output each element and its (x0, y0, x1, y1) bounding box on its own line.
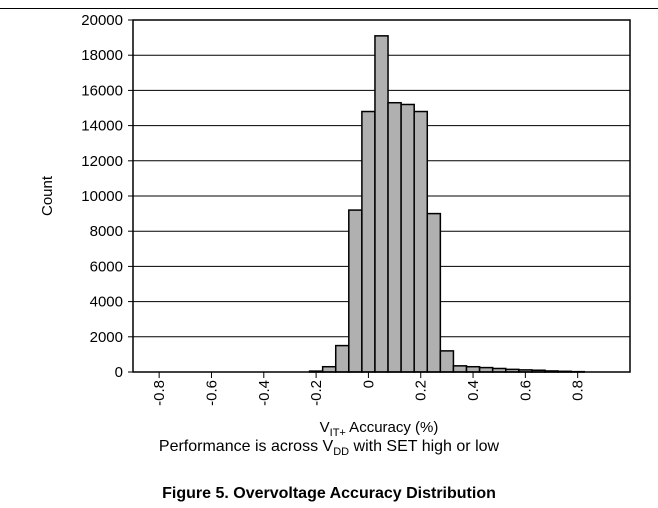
histogram-bar (334, 344, 350, 373)
bar-layer (308, 35, 585, 373)
x-axis-title-suffix: Accuracy (%) (346, 419, 439, 436)
top-rule (0, 8, 658, 9)
ylabel-layer: 0 2000 4000 6000 8000 10000 12000 14000 16000 180… (81, 12, 123, 381)
x-axis-title: VIT+ Accuracy (%) (320, 419, 439, 439)
y-tick-label: 8000 (90, 223, 123, 240)
histogram-bar (465, 365, 481, 373)
y-tick-label: 16000 (81, 82, 123, 99)
x-tick-label: 0 (360, 380, 377, 388)
note-prefix: Performance is across V (158, 438, 334, 455)
x-tick-label: 0.6 (517, 380, 534, 401)
grid-layer (133, 54, 630, 338)
y-tick-label: 10000 (81, 188, 123, 205)
y-tick-label: 2000 (90, 329, 123, 346)
histogram-bar (426, 212, 442, 373)
histogram-bar (321, 365, 337, 373)
x-tick-label: -0.4 (256, 380, 273, 406)
chart-note: Performance is across VDD with SET high … (0, 438, 658, 458)
note-suffix: with SET high or low (349, 438, 500, 455)
histogram-bar (348, 209, 363, 373)
histogram-chart: 0 2000 4000 6000 8000 10000 12000 14000 16000 180… (39, 12, 631, 439)
histogram-bar (361, 110, 376, 373)
y-tick-label: 0 (115, 364, 123, 381)
y-tick-label: 18000 (81, 47, 123, 64)
y-tick-label: 4000 (90, 294, 123, 311)
histogram-bar (439, 350, 455, 373)
histogram-bar (400, 103, 415, 373)
xlabel-layer: -0.8 -0.6 -0.4 -0.2 0 0.2 0.4 0.6 0.8 (151, 380, 587, 406)
y-tick-label: 14000 (81, 118, 123, 135)
histogram-bar (387, 101, 402, 373)
x-tick-label: 0.2 (413, 380, 430, 401)
x-tick-label: -0.6 (203, 380, 220, 406)
y-axis-title: Count (39, 175, 56, 216)
histogram-bar (413, 110, 429, 373)
y-tick-label: 12000 (81, 153, 123, 170)
x-axis-title-sub: IT+ (330, 427, 346, 439)
x-tick-label: -0.8 (151, 380, 168, 406)
note-sub: DD (333, 446, 350, 459)
x-tick-label: -0.2 (308, 380, 325, 406)
y-tick-label: 6000 (90, 258, 123, 275)
histogram-bar (374, 35, 389, 373)
tick-layer (128, 19, 579, 378)
y-tick-label: 20000 (81, 12, 123, 29)
x-tick-label: 0.4 (465, 380, 482, 401)
x-tick-label: 0.8 (570, 380, 587, 401)
x-axis-title-prefix: V (320, 419, 330, 436)
histogram-bar (452, 365, 468, 373)
figure-caption: Figure 5. Overvoltage Accuracy Distribut… (162, 485, 496, 502)
